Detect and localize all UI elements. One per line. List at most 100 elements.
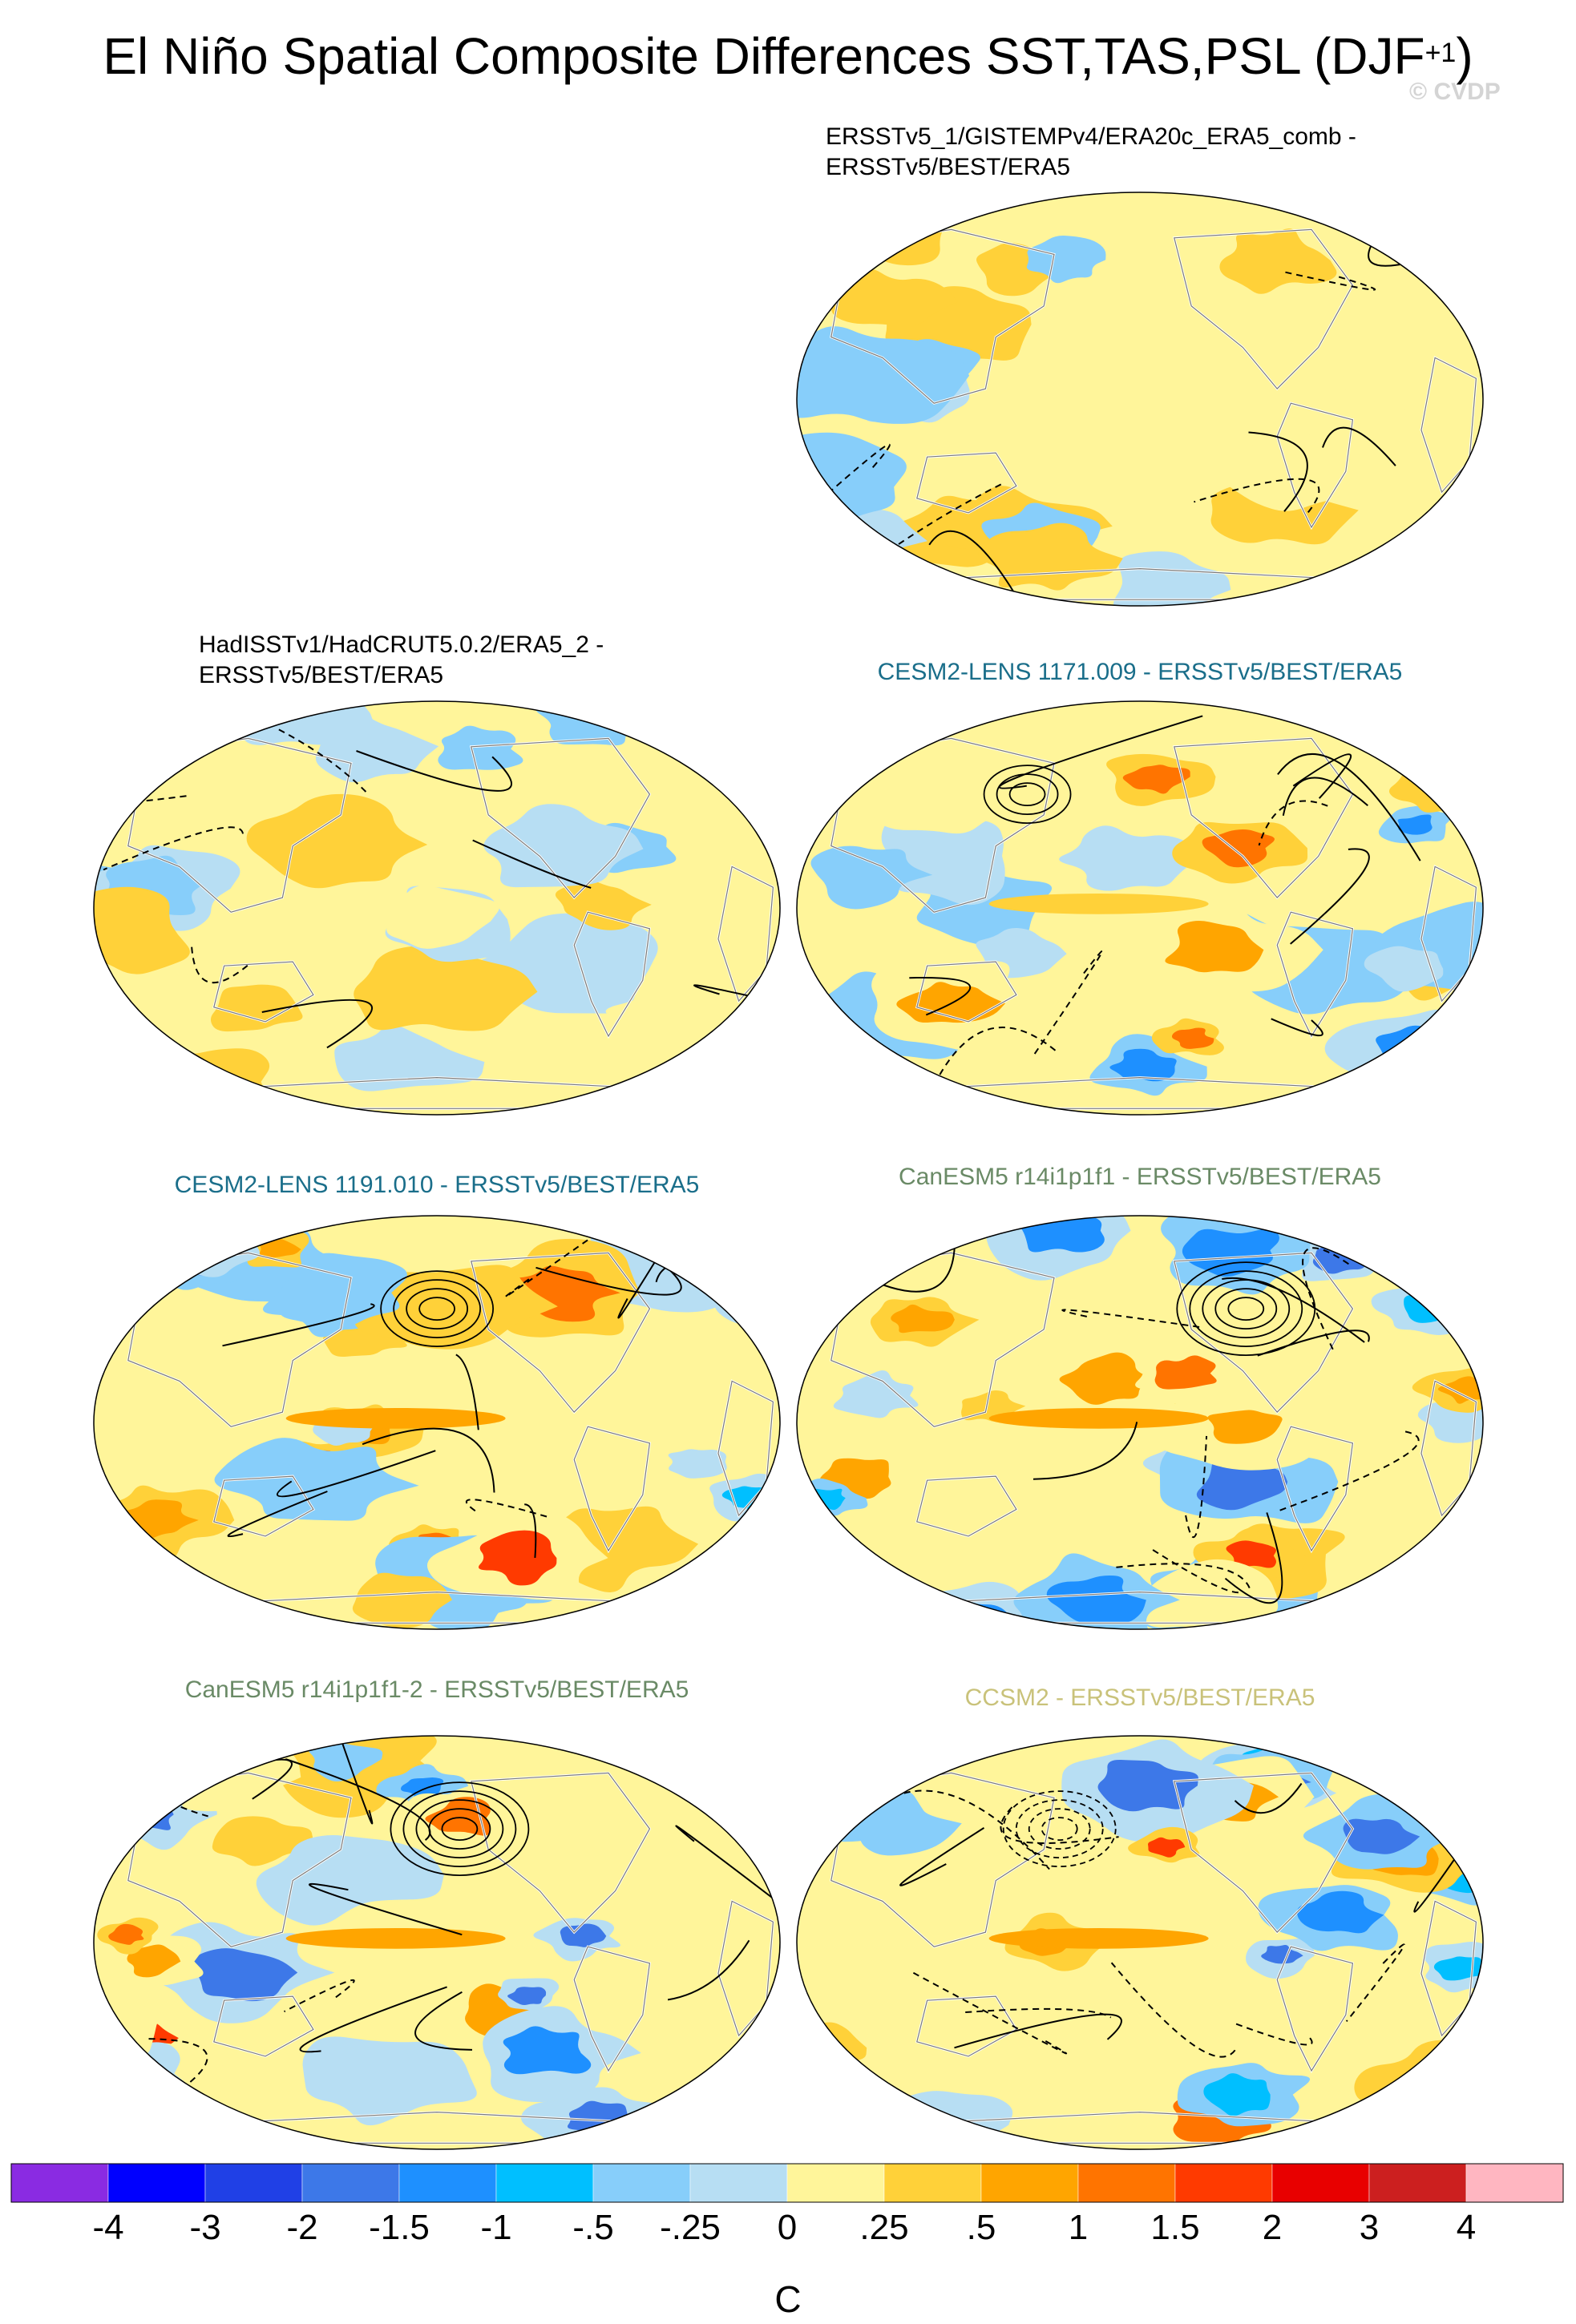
psl-contour-centre <box>428 1808 491 1850</box>
panel-title-1: ERSSTv5_1/GISTEMPv4/ERA20c_ERA5_comb - ER… <box>826 122 1356 183</box>
equatorial-band <box>285 1927 506 1949</box>
psl-contour-centre <box>441 1817 479 1842</box>
colorbar-box-4 <box>301 2163 400 2203</box>
anomaly-core <box>896 982 1006 1023</box>
colorbar-box-13 <box>1174 2163 1273 2203</box>
psl-contour <box>1282 777 1368 816</box>
anomaly-core <box>891 1304 955 1333</box>
anomaly-field <box>438 725 523 770</box>
psl-contour-centre <box>1202 1279 1291 1338</box>
anomaly-field <box>352 1572 453 1628</box>
chart-title: El Niño Spatial Composite Differences SS… <box>103 27 1473 85</box>
panel-title-6: CanESM5 r14i1p1f1-2 - ERSSTv5/BEST/ERA5 <box>36 1675 838 1705</box>
anomaly-field <box>1139 1559 1279 1629</box>
panel-title-line1: CanESM5 r14i1p1f1-2 - ERSSTv5/BEST/ERA5 <box>184 1676 689 1703</box>
psl-contour <box>899 1827 985 1886</box>
colorbar-box-2 <box>107 2163 206 2203</box>
anomaly-core <box>192 1948 298 2002</box>
psl-contour-centre <box>1176 1261 1316 1356</box>
psl-contour <box>1194 478 1320 514</box>
panel-title-line1: CCSM2 - ERSSTv5/BEST/ERA5 <box>964 1684 1315 1711</box>
psl-contour <box>299 1986 447 2053</box>
anomaly-core <box>478 1530 557 1586</box>
psl-contour <box>1222 1277 1365 1343</box>
psl-contour <box>1258 800 1328 846</box>
psl-contour <box>309 1882 463 1936</box>
psl-contour <box>276 1450 436 1498</box>
panel-title-3: CESM2-LENS 1171.009 - ERSSTv5/BEST/ERA5 <box>739 657 1541 688</box>
anomaly-core <box>507 1987 547 2006</box>
psl-contour <box>1224 1512 1283 1604</box>
panel-title-line1: CESM2-LENS 1191.010 - ERSSTv5/BEST/ERA5 <box>174 1172 700 1198</box>
colorbar-box-8 <box>689 2163 788 2203</box>
map-border-1 <box>796 192 1484 607</box>
asia-coastline-outline <box>127 737 352 913</box>
colorbar-box-3 <box>204 2163 303 2203</box>
psl-contour <box>998 715 1203 789</box>
africa-coastline-outline <box>717 865 774 1003</box>
colorbar-box-10 <box>883 2163 982 2203</box>
anomaly-field <box>210 984 303 1032</box>
anomaly-core <box>1046 1575 1146 1624</box>
africa-coastline-outline <box>717 1380 774 1517</box>
colorbar-frame <box>10 2163 1564 2203</box>
psl-contour-centre <box>996 773 1059 815</box>
anomaly-core <box>1182 1229 1279 1277</box>
psl-contour <box>274 727 367 793</box>
psl-contour-centre <box>390 1781 530 1877</box>
colorbar-box-15 <box>1368 2163 1467 2203</box>
psl-contour <box>909 977 972 1016</box>
asia-coastline-outline <box>127 1772 352 1947</box>
north-america-coastline-outline <box>1174 228 1354 389</box>
psl-contour <box>1061 1309 1204 1329</box>
panel-title-line1: CESM2-LENS 1171.009 - ERSSTv5/BEST/ERA5 <box>877 659 1403 685</box>
anomaly-field <box>1026 236 1106 284</box>
psl-contour-centre <box>1227 1297 1265 1321</box>
anomaly-field <box>308 1741 383 1781</box>
psl-contour <box>1277 753 1421 861</box>
africa-coastline-outline <box>1420 357 1477 494</box>
panel-title-line2: ERSSTv5/BEST/ERA5 <box>826 154 1071 180</box>
equatorial-band <box>285 1407 506 1429</box>
colorbar-tick-label: .5 <box>967 2208 996 2247</box>
colorbar-box-1 <box>10 2163 109 2203</box>
anomaly-field <box>978 522 1123 591</box>
colorbar-units-label: C <box>774 2278 801 2320</box>
equatorial-band <box>988 1407 1209 1429</box>
psl-contour <box>261 999 374 1049</box>
north-america-coastline-outline <box>1174 737 1354 898</box>
colorbar-tick-label: 4 <box>1457 2208 1476 2247</box>
anomaly-core <box>1207 1410 1283 1444</box>
anomaly-field <box>354 946 538 1031</box>
psl-contour <box>535 1256 682 1296</box>
anomaly-field <box>302 2036 477 2126</box>
north-america-coastline-outline <box>471 737 651 898</box>
anomaly-core <box>1059 1352 1155 1405</box>
australia-coastline-outline <box>916 1475 1017 1537</box>
psl-contour <box>912 1971 1068 2055</box>
psl-contour <box>227 1491 328 1538</box>
anomaly-field <box>334 1024 485 1091</box>
anomaly-field <box>810 845 933 910</box>
north-america-coastline-outline <box>1174 1772 1354 1933</box>
anomaly-field <box>1364 946 1444 992</box>
panel-title-4: CESM2-LENS 1191.010 - ERSSTv5/BEST/ERA5 <box>36 1170 838 1200</box>
colorbar-tick-label: -2 <box>286 2208 317 2247</box>
psl-contour <box>524 1503 537 1558</box>
equatorial-band <box>988 1927 1209 1949</box>
australia-coastline-outline <box>213 961 314 1023</box>
psl-contour-centre <box>983 765 1072 824</box>
psl-contour <box>142 2038 208 2115</box>
psl-contour <box>954 2013 1122 2049</box>
map-border-3 <box>796 700 1484 1116</box>
anomaly-field <box>668 1449 727 1479</box>
anomaly-field <box>262 1253 407 1338</box>
south-america-coastline-outline <box>1276 911 1354 1038</box>
psl-contour <box>1292 753 1352 799</box>
australia-coastline-outline <box>213 1995 314 2057</box>
psl-contour <box>935 1027 1057 1082</box>
colorbar-box-5 <box>398 2163 497 2203</box>
map-border-6 <box>93 1735 781 2150</box>
anomaly-core <box>400 1777 444 1798</box>
